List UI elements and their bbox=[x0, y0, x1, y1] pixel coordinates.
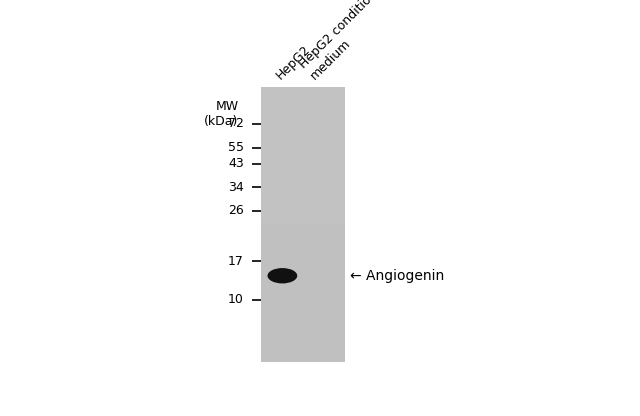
Text: ← Angiogenin: ← Angiogenin bbox=[350, 269, 445, 283]
Bar bbox=[261, 87, 346, 362]
Text: 17: 17 bbox=[228, 255, 244, 268]
Text: MW
(kDa): MW (kDa) bbox=[204, 99, 239, 128]
Text: 34: 34 bbox=[228, 181, 244, 193]
Text: 55: 55 bbox=[228, 141, 244, 154]
Text: 72: 72 bbox=[228, 117, 244, 130]
Text: 10: 10 bbox=[228, 293, 244, 306]
Text: 43: 43 bbox=[228, 157, 244, 170]
Text: 26: 26 bbox=[228, 204, 244, 217]
Text: HepG2: HepG2 bbox=[273, 42, 312, 82]
Ellipse shape bbox=[268, 268, 297, 283]
Text: HepG2 conditioned
medium: HepG2 conditioned medium bbox=[298, 0, 402, 82]
Bar bbox=[261, 87, 346, 225]
